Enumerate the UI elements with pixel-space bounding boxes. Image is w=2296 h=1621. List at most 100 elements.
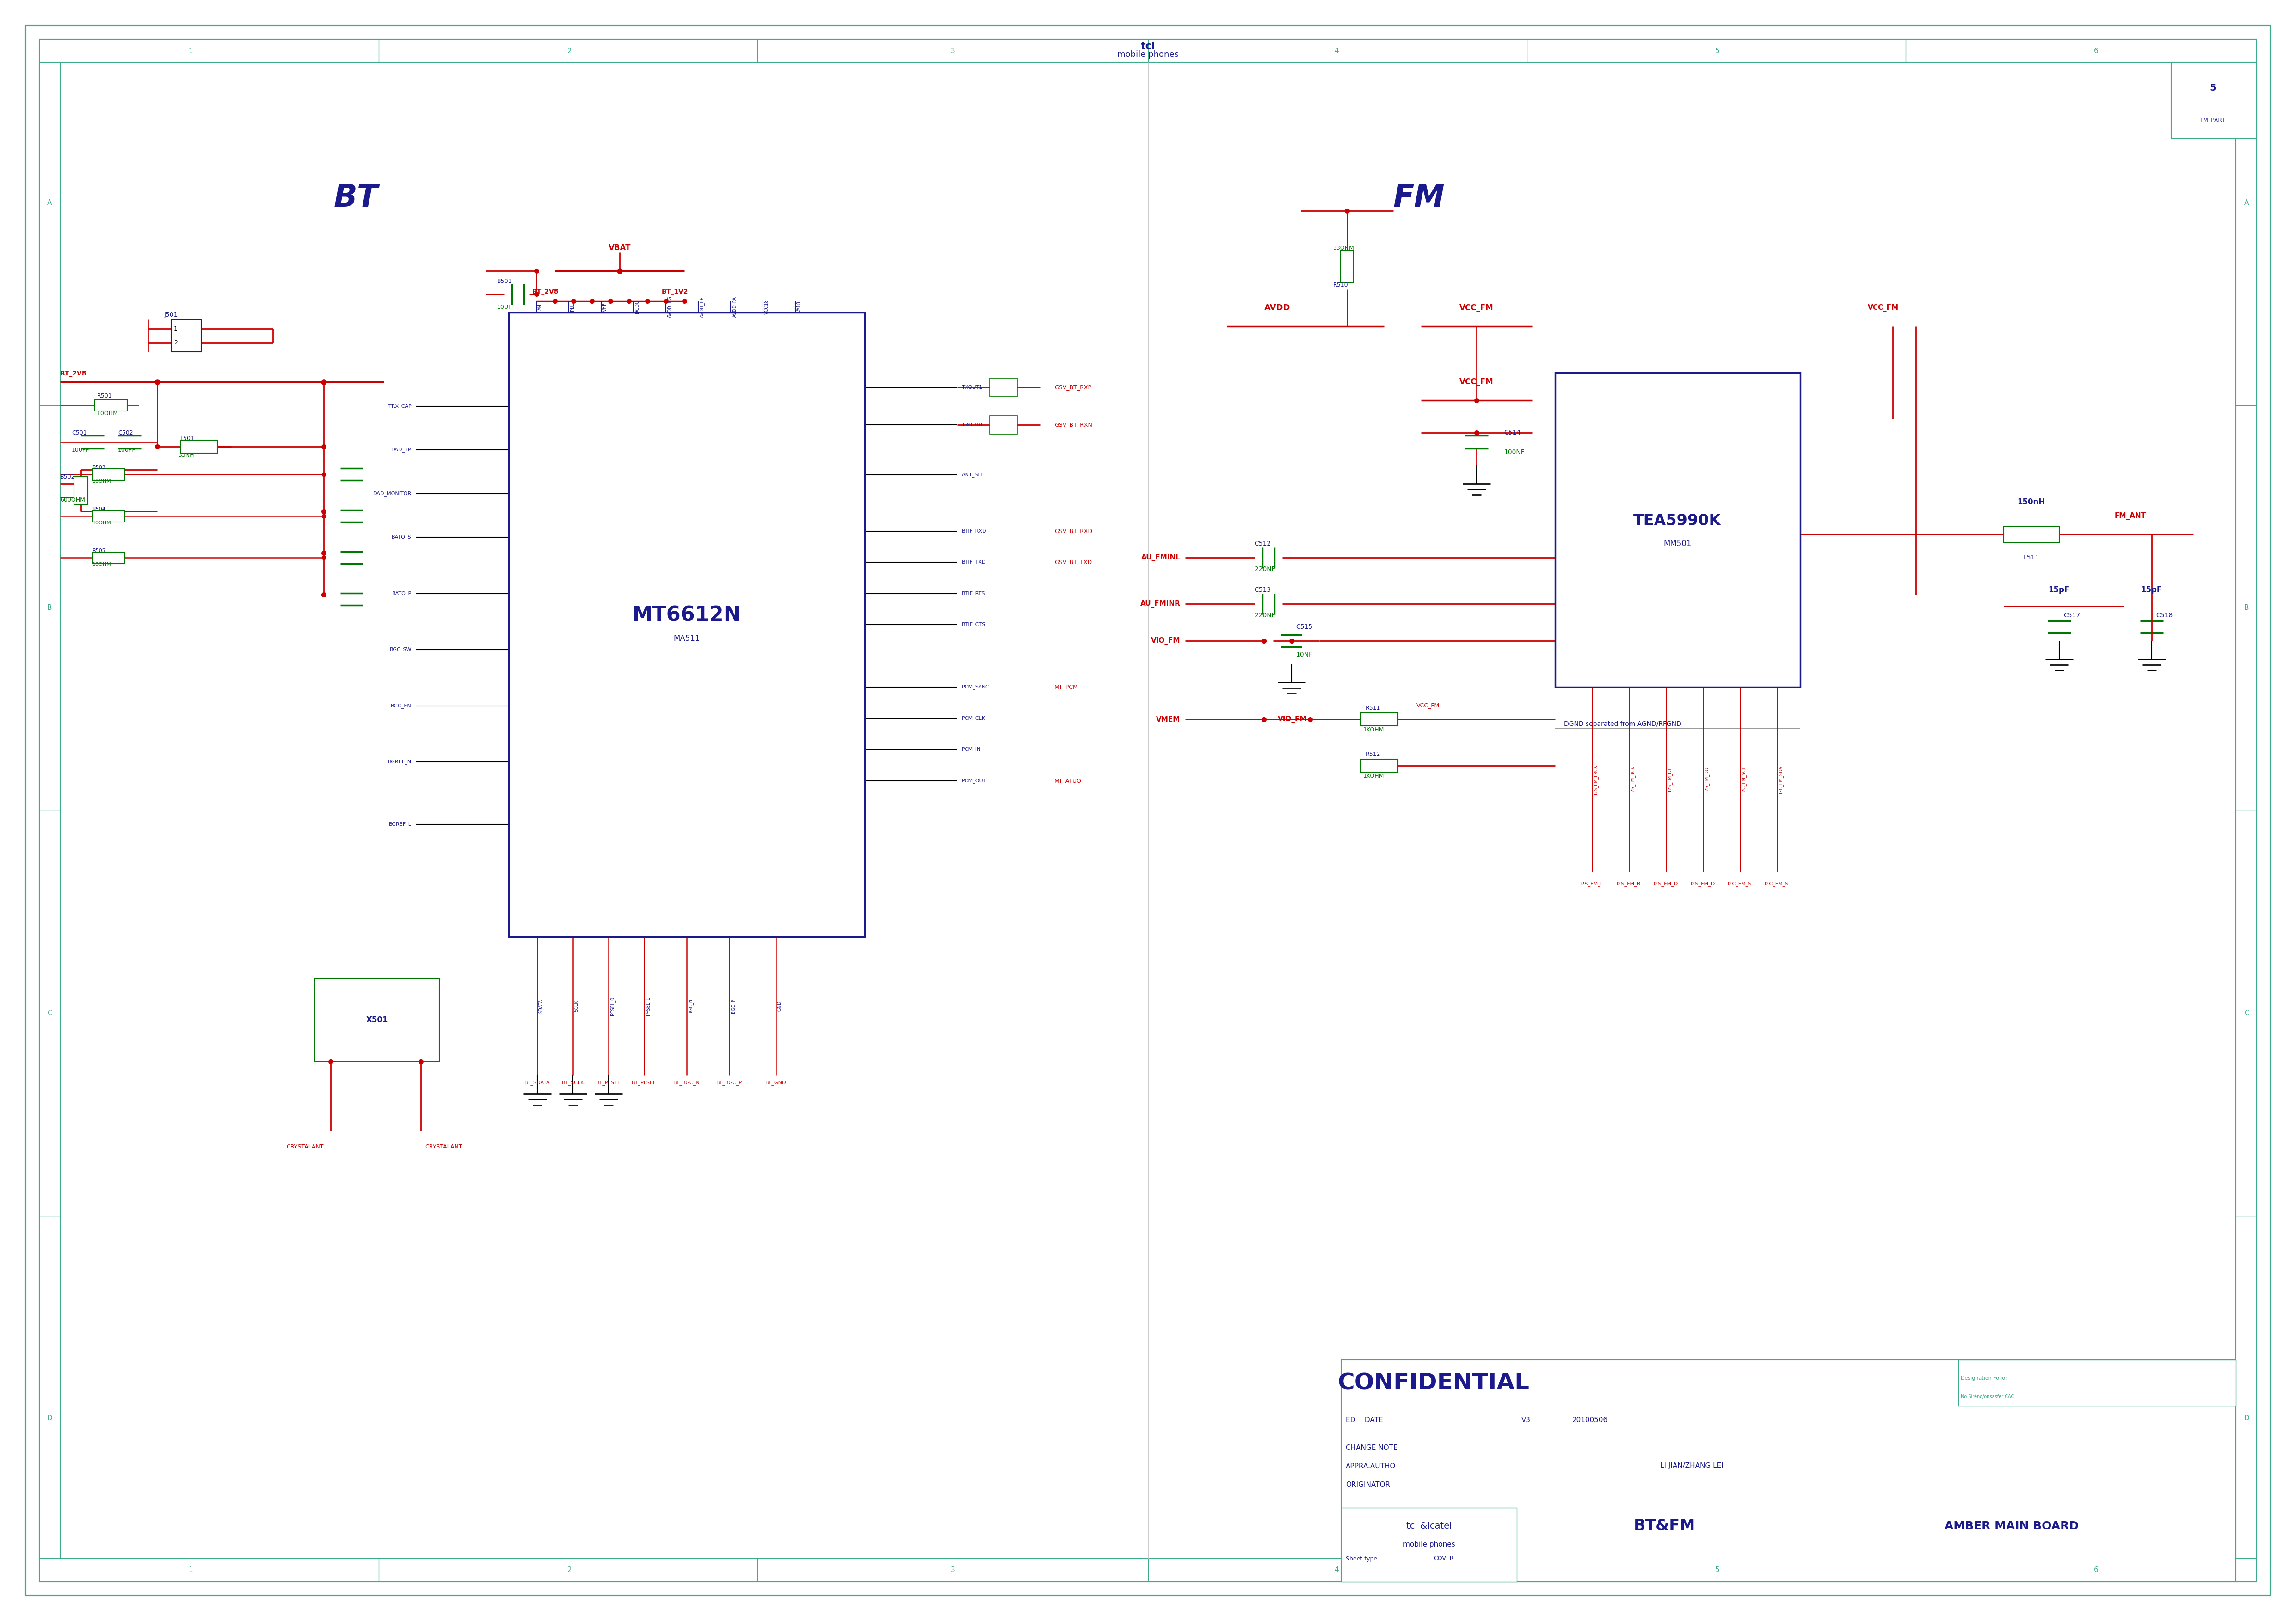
Text: 2: 2: [174, 339, 177, 345]
Text: 1: 1: [188, 1566, 193, 1574]
Text: tcl &lcatel: tcl &lcatel: [1405, 1522, 1451, 1530]
Text: MA511: MA511: [673, 634, 700, 642]
Text: 10OHM: 10OHM: [92, 520, 110, 525]
Text: 2: 2: [567, 1566, 572, 1574]
Text: 33OHM: 33OHM: [1334, 245, 1355, 251]
Text: SDATA: SDATA: [540, 999, 544, 1013]
Text: PCM_SYNC: PCM_SYNC: [962, 684, 990, 689]
Text: I2S_FM_B: I2S_FM_B: [1616, 882, 1642, 887]
Text: PFSEL_0: PFSEL_0: [611, 997, 615, 1015]
Text: BGC_P: BGC_P: [730, 999, 737, 1013]
Text: A: A: [48, 199, 53, 206]
Text: I2C_FM_SCL: I2C_FM_SCL: [1740, 767, 1747, 793]
Text: VCC_FM: VCC_FM: [1460, 378, 1492, 386]
Bar: [181, 441, 218, 454]
Text: VBAT: VBAT: [608, 243, 631, 251]
Text: MT_ATUO: MT_ATUO: [1054, 778, 1081, 783]
Text: VA18: VA18: [797, 302, 801, 313]
Text: VCC_FM: VCC_FM: [1460, 303, 1492, 313]
Text: 100PF: 100PF: [71, 447, 90, 452]
Text: C: C: [46, 1010, 53, 1016]
Text: C518: C518: [2156, 613, 2172, 619]
Text: VHF: VHF: [602, 303, 606, 311]
Text: TEA5990K: TEA5990K: [1632, 512, 1722, 528]
Text: DGND separated from AGND/RFGND: DGND separated from AGND/RFGND: [1564, 721, 1681, 728]
Text: 15pF: 15pF: [2140, 585, 2163, 595]
Text: DAD_1P: DAD_1P: [390, 447, 411, 452]
Text: I2S_FM_DO: I2S_FM_DO: [1704, 767, 1708, 793]
Text: GSV_BT_TXD: GSV_BT_TXD: [1054, 559, 1093, 566]
Text: R511: R511: [1366, 705, 1380, 712]
Text: 600OHM: 600OHM: [60, 496, 85, 503]
Text: PLL: PLL: [569, 303, 574, 311]
Text: ANT_SEL: ANT_SEL: [962, 472, 985, 477]
Text: VIO_FM: VIO_FM: [1277, 716, 1306, 723]
Text: Designation Folio:: Designation Folio:: [1961, 1376, 2007, 1381]
Text: I2C_FM_S: I2C_FM_S: [1766, 882, 1789, 887]
Text: CONFIDENTIAL: CONFIDENTIAL: [1339, 1371, 1529, 1394]
Bar: [990, 415, 1017, 434]
Text: GND: GND: [776, 1000, 781, 1012]
Text: FM: FM: [1394, 183, 1444, 212]
Text: R503: R503: [92, 465, 106, 470]
Text: C514: C514: [1504, 430, 1520, 436]
Text: BTIF_RXD: BTIF_RXD: [962, 528, 987, 533]
Text: L501: L501: [181, 436, 195, 441]
Text: R512: R512: [1366, 751, 1380, 757]
Text: 150nH: 150nH: [2018, 498, 2046, 506]
Text: 10OHM: 10OHM: [92, 562, 110, 567]
Text: 5: 5: [1715, 1566, 1720, 1574]
Text: FM_ANT: FM_ANT: [2115, 512, 2147, 520]
Bar: [73, 477, 87, 504]
Text: BT&FM: BT&FM: [1635, 1519, 1697, 1533]
Text: I2C_FM_SDA: I2C_FM_SDA: [1779, 765, 1784, 793]
Text: B502: B502: [60, 473, 76, 480]
Text: 10NF: 10NF: [1295, 652, 1313, 658]
Text: AVDD_BG: AVDD_BG: [668, 297, 673, 318]
Text: TXOUT0: TXOUT0: [962, 423, 983, 428]
Text: Sheet type :: Sheet type :: [1345, 1556, 1380, 1561]
Text: GSV_BT_RXN: GSV_BT_RXN: [1054, 421, 1093, 428]
Text: D: D: [46, 1415, 53, 1422]
Text: A: A: [2243, 199, 2248, 206]
Text: ORIGINATOR: ORIGINATOR: [1345, 1482, 1389, 1488]
Text: 5: 5: [1715, 47, 1720, 55]
Text: AVDD: AVDD: [1265, 303, 1290, 313]
Text: BTIF_CTS: BTIF_CTS: [962, 622, 985, 627]
Bar: [1341, 1360, 2236, 1582]
Text: BT_PFSEL: BT_PFSEL: [631, 1080, 657, 1084]
Text: I2S_FM_LRCK: I2S_FM_LRCK: [1593, 765, 1598, 794]
Text: I2S_FM_D: I2S_FM_D: [1653, 882, 1678, 887]
Bar: [1362, 759, 1398, 772]
Text: ED    DATE: ED DATE: [1345, 1417, 1382, 1423]
Bar: [1554, 373, 1800, 687]
Text: B: B: [46, 605, 53, 611]
Text: AU_FMINL: AU_FMINL: [1141, 554, 1180, 561]
Bar: [2172, 63, 2257, 139]
Text: mobile phones: mobile phones: [1403, 1542, 1456, 1548]
Text: 15pF: 15pF: [2048, 585, 2069, 595]
Text: VIO_FM: VIO_FM: [1150, 637, 1180, 645]
Text: C513: C513: [1254, 587, 1272, 593]
Text: TRX_CAP: TRX_CAP: [388, 404, 411, 408]
Text: VMEM: VMEM: [1157, 716, 1180, 723]
Bar: [1341, 250, 1352, 282]
Text: AVDD_PA: AVDD_PA: [732, 297, 737, 318]
Bar: [1341, 1508, 1518, 1582]
Text: B: B: [2243, 605, 2250, 611]
Text: D: D: [2243, 1415, 2250, 1422]
Text: 10UF: 10UF: [498, 305, 512, 310]
Text: C517: C517: [2064, 613, 2080, 619]
Text: C502: C502: [117, 430, 133, 436]
Text: BGREF_N: BGREF_N: [388, 759, 411, 765]
Text: PCM_IN: PCM_IN: [962, 747, 980, 752]
Text: C512: C512: [1254, 540, 1272, 546]
Bar: [510, 313, 866, 937]
Text: BGC_N: BGC_N: [689, 999, 693, 1013]
Text: 33NH: 33NH: [179, 452, 193, 459]
Text: 4: 4: [1334, 47, 1339, 55]
Text: BATO_S: BATO_S: [393, 535, 411, 540]
Text: I2S_FM_D: I2S_FM_D: [1690, 882, 1715, 887]
Bar: [92, 511, 124, 522]
Text: BT_2V8: BT_2V8: [60, 370, 87, 376]
